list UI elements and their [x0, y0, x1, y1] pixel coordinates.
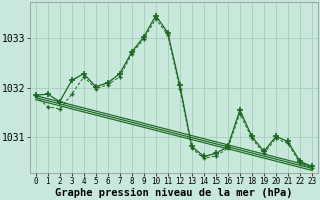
X-axis label: Graphe pression niveau de la mer (hPa): Graphe pression niveau de la mer (hPa) — [55, 188, 292, 198]
